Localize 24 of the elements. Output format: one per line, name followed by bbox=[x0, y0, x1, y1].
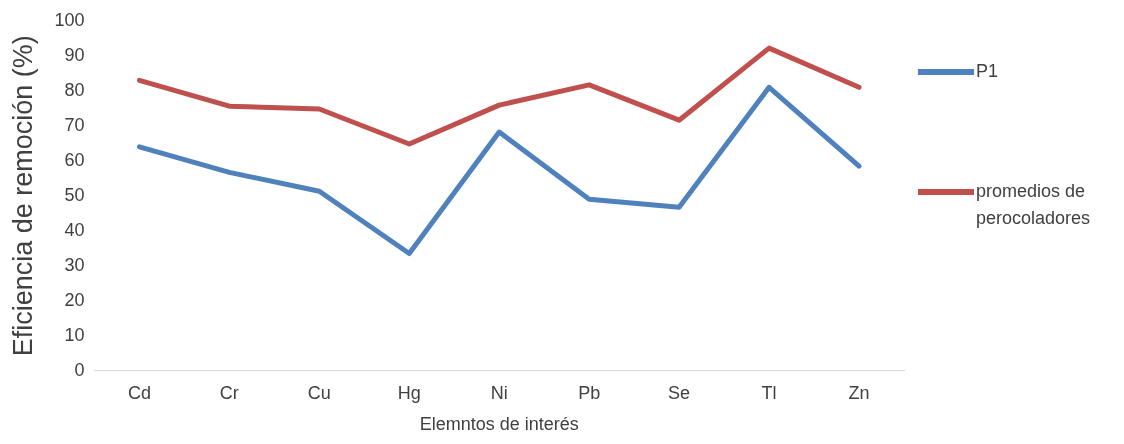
x-tick-label: Hg bbox=[397, 382, 421, 403]
legend-label: promedios de perocoladores bbox=[976, 180, 1092, 230]
y-tick-label: 40 bbox=[64, 219, 85, 240]
y-tick-label: 20 bbox=[64, 289, 85, 310]
y-axis-title: Eficiencia de remoción (%) bbox=[7, 35, 38, 357]
y-tick-label: 30 bbox=[64, 254, 85, 275]
x-tick-label: Tl bbox=[761, 382, 777, 403]
x-axis-title: Elemntos de interés bbox=[419, 414, 579, 435]
x-tick-label: Cr bbox=[219, 382, 239, 403]
y-tick-label: 70 bbox=[64, 114, 85, 135]
y-tick-label: 80 bbox=[64, 79, 85, 100]
y-tick-label: 60 bbox=[64, 149, 85, 170]
y-tick-label: 90 bbox=[64, 44, 85, 65]
y-tick-label: 50 bbox=[64, 184, 85, 205]
y-tick-label: 100 bbox=[54, 9, 85, 30]
x-tick-label: Cu bbox=[307, 382, 331, 403]
legend-label: P1 bbox=[976, 60, 999, 83]
x-tick-label: Pb bbox=[578, 382, 601, 403]
y-tick-label: 10 bbox=[64, 324, 85, 345]
x-tick-label: Se bbox=[668, 382, 691, 403]
y-tick-label: 0 bbox=[74, 359, 85, 380]
x-tick-label: Ni bbox=[490, 382, 508, 403]
x-tick-label: Cd bbox=[127, 382, 151, 403]
x-tick-label: Zn bbox=[848, 382, 870, 403]
